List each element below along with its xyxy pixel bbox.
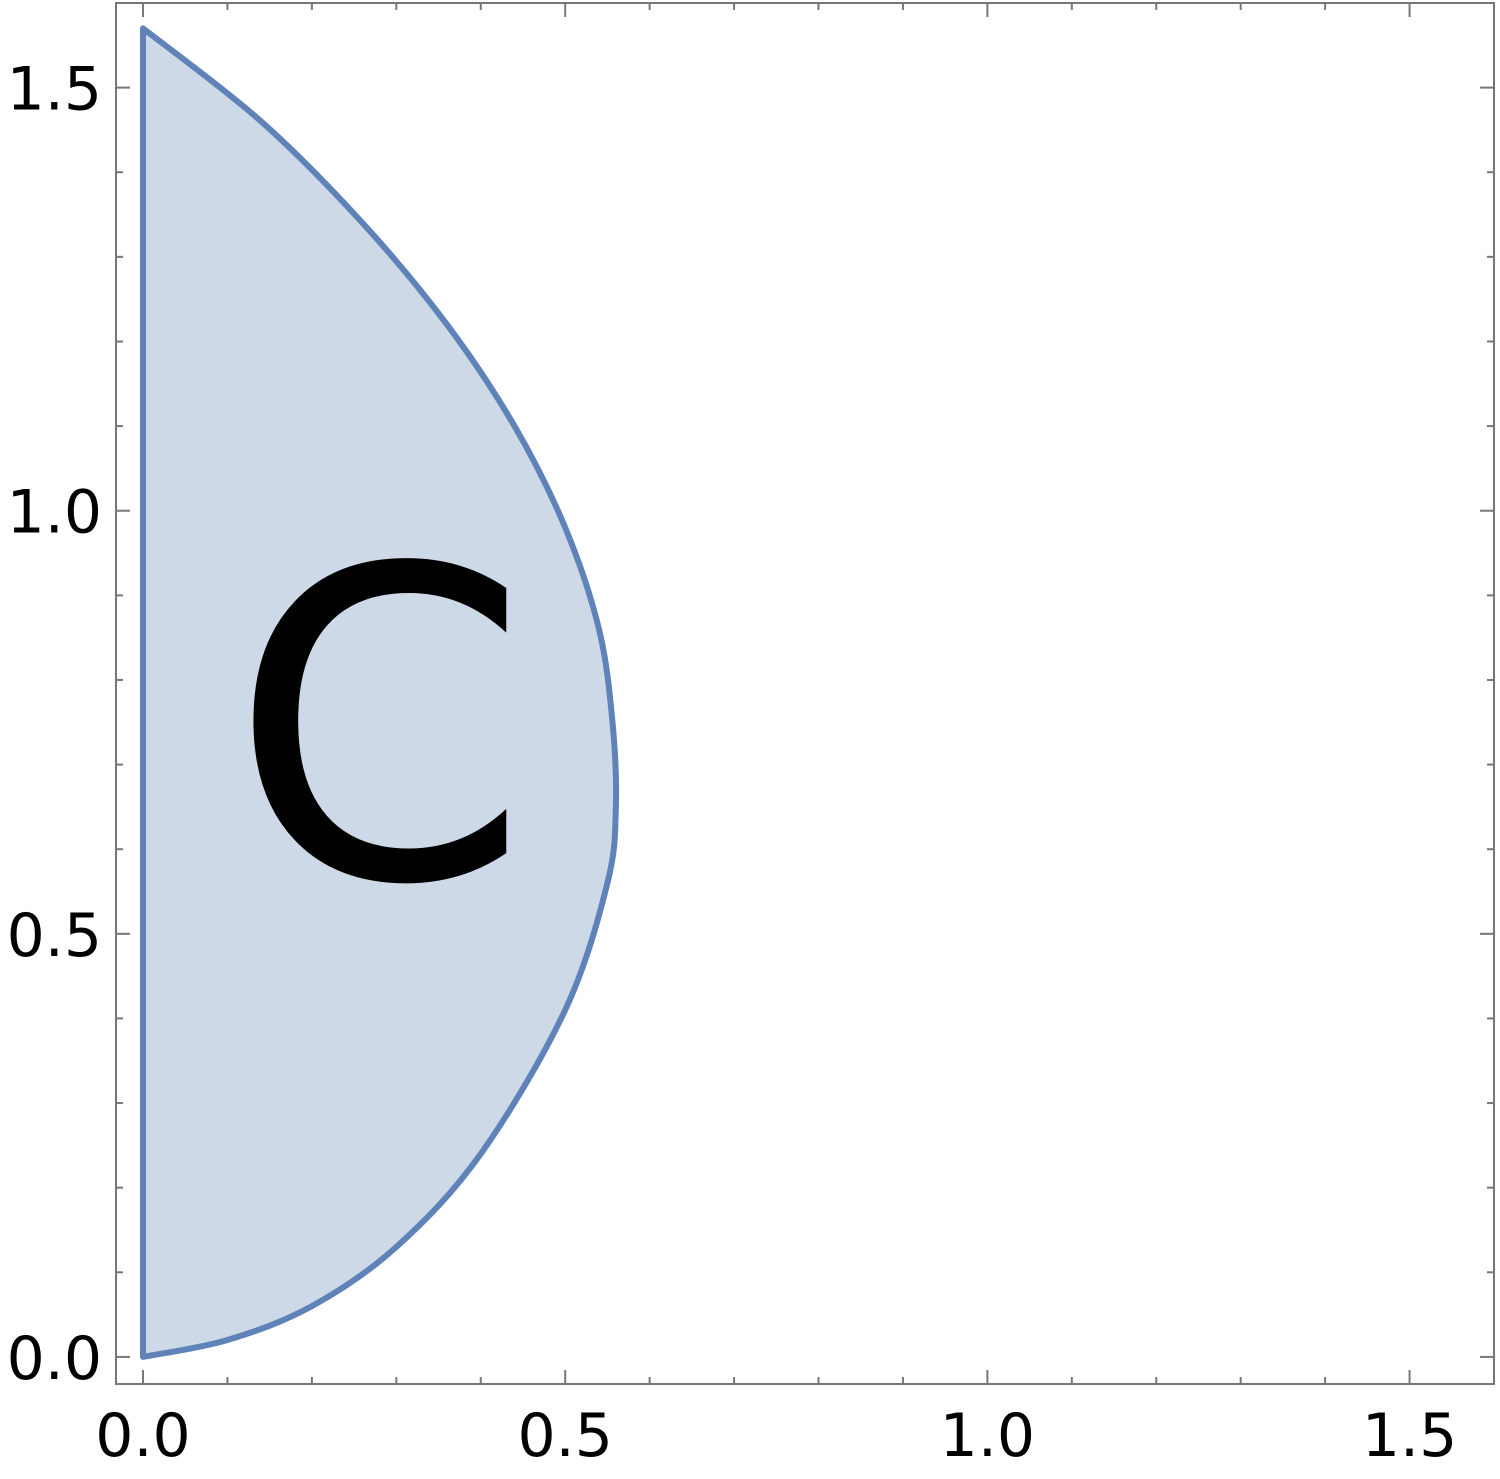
region-c-area (140, 25, 620, 1360)
y-tick-label: 1.0 (7, 478, 102, 548)
tick-labels: C 0.0 0.5 1.0 1.5 0.0 0.5 1.0 1.5 (7, 55, 1458, 1471)
region-label: C (229, 479, 529, 979)
axis-ticks (116, 2, 1495, 1384)
y-tick-label: 1.5 (7, 55, 102, 125)
x-tick-label: 1.5 (1362, 1401, 1457, 1471)
plot-frame (115, 2, 1495, 1385)
region-layer (140, 25, 620, 1360)
y-tick-label: 0.0 (7, 1324, 102, 1394)
x-tick-label: 1.0 (940, 1401, 1035, 1471)
x-tick-label: 0.0 (95, 1401, 190, 1471)
plot-frame-rect (115, 2, 1495, 1385)
x-tick-label: 0.5 (517, 1401, 612, 1471)
y-tick-label: 0.5 (7, 901, 102, 971)
